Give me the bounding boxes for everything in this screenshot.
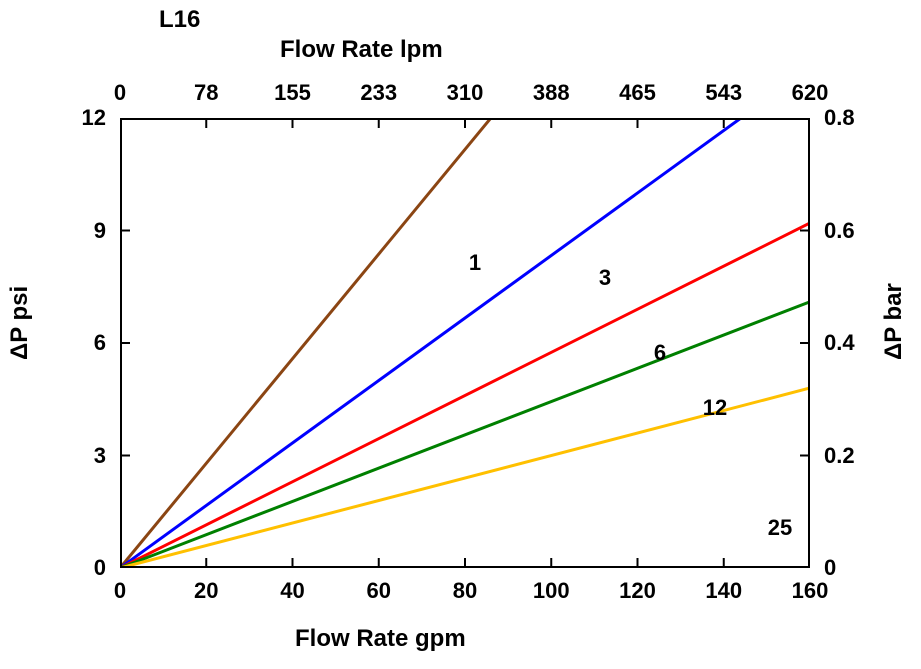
y-right-tick-0.4: 0.4 [824, 330, 855, 356]
x-top-tick-465: 465 [619, 80, 656, 106]
right-axis-label: ΔP bar [880, 283, 908, 360]
series-line-3 [120, 118, 741, 568]
y-left-tick-12: 12 [82, 105, 106, 131]
x-top-tick-310: 310 [447, 80, 484, 106]
x-bottom-tick-0: 0 [114, 578, 126, 604]
bottom-axis-label: Flow Rate gpm [295, 625, 466, 653]
y-right-tick-0.6: 0.6 [824, 218, 855, 244]
left-axis-label: ΔP psi [6, 286, 34, 360]
x-bottom-tick-40: 40 [280, 578, 304, 604]
y-left-tick-3: 3 [94, 443, 106, 469]
plot-area [120, 118, 810, 568]
series-line-12 [120, 302, 810, 568]
chart-container: L16 Flow Rate lpm Flow Rate gpm ΔP psi Δ… [0, 0, 921, 669]
x-top-tick-620: 620 [792, 80, 829, 106]
x-bottom-tick-60: 60 [367, 578, 391, 604]
series-label-25: 25 [768, 515, 792, 541]
y-left-tick-6: 6 [94, 330, 106, 356]
x-top-tick-155: 155 [274, 80, 311, 106]
top-axis-label: Flow Rate lpm [280, 36, 443, 64]
x-bottom-tick-80: 80 [453, 578, 477, 604]
x-top-tick-388: 388 [533, 80, 570, 106]
y-left-tick-0: 0 [94, 555, 106, 581]
x-top-tick-0: 0 [114, 80, 126, 106]
x-bottom-tick-160: 160 [792, 578, 829, 604]
x-bottom-tick-140: 140 [705, 578, 742, 604]
chart-title: L16 [159, 6, 200, 34]
y-right-tick-0.8: 0.8 [824, 105, 855, 131]
x-top-tick-233: 233 [360, 80, 397, 106]
series-label-3: 3 [599, 265, 611, 291]
x-top-tick-543: 543 [705, 80, 742, 106]
x-bottom-tick-20: 20 [194, 578, 218, 604]
series-line-1 [120, 118, 491, 568]
y-right-tick-0.2: 0.2 [824, 443, 855, 469]
y-left-tick-9: 9 [94, 218, 106, 244]
series-label-12: 12 [703, 395, 727, 421]
y-right-tick-0: 0 [824, 555, 836, 581]
x-top-tick-78: 78 [194, 80, 218, 106]
x-bottom-tick-100: 100 [533, 578, 570, 604]
series-label-1: 1 [469, 250, 481, 276]
x-bottom-tick-120: 120 [619, 578, 656, 604]
series-label-6: 6 [654, 340, 666, 366]
